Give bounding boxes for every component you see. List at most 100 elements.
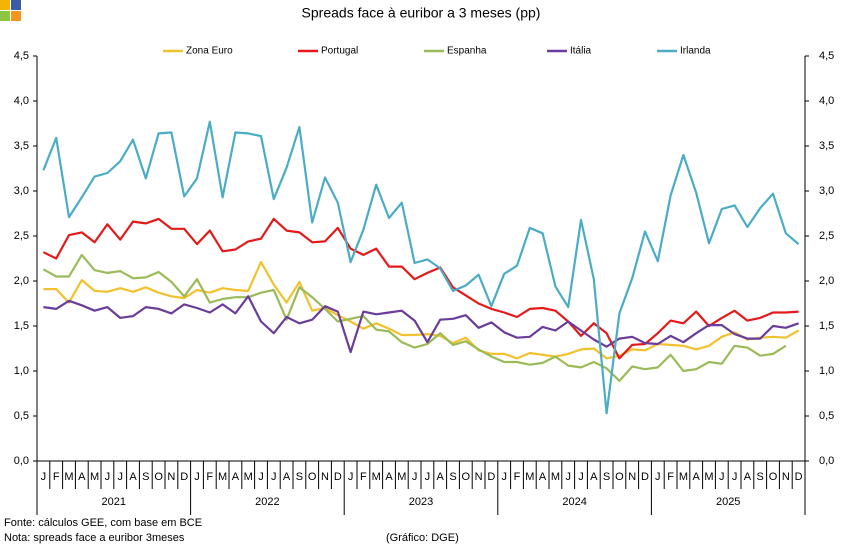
x-tick-label: J xyxy=(732,471,738,483)
y2-tick-label: 4,0 xyxy=(819,95,834,107)
year-label: 2025 xyxy=(716,496,740,508)
legend-label: Portugal xyxy=(321,46,358,57)
x-tick-label: A xyxy=(283,471,291,483)
x-tick-label: F xyxy=(206,471,213,483)
y2-tick-label: 4,5 xyxy=(819,50,834,62)
y-tick-label: 2,0 xyxy=(14,275,29,287)
x-tick-label: O xyxy=(769,471,778,483)
x-tick-label: M xyxy=(679,471,688,483)
x-tick-label: D xyxy=(334,471,342,483)
x-tick-label: F xyxy=(360,471,367,483)
x-tick-label: J xyxy=(412,471,418,483)
x-tick-label: M xyxy=(525,471,534,483)
x-tick-label: J xyxy=(41,471,47,483)
y-tick-label: 1,5 xyxy=(14,320,29,332)
x-tick-label: J xyxy=(105,471,111,483)
logo xyxy=(0,0,21,21)
x-tick-label: N xyxy=(321,471,329,483)
x-tick-label: M xyxy=(64,471,73,483)
legend-label: Zona Euro xyxy=(186,46,233,57)
y-tick-label: 0,0 xyxy=(14,455,29,467)
x-tick-label: D xyxy=(795,471,803,483)
legend-label: Irlanda xyxy=(680,46,711,57)
x-tick-label: F xyxy=(514,471,521,483)
x-tick-label: A xyxy=(232,471,240,483)
x-tick-label: O xyxy=(308,471,317,483)
x-tick-label: N xyxy=(167,471,175,483)
x-tick-label: S xyxy=(603,471,610,483)
x-tick-label: A xyxy=(744,471,752,483)
x-tick-label: M xyxy=(90,471,99,483)
x-tick-label: M xyxy=(372,471,381,483)
x-tick-label: J xyxy=(565,471,571,483)
x-tick-label: M xyxy=(397,471,406,483)
y2-tick-label: 3,5 xyxy=(819,140,834,152)
x-tick-label: M xyxy=(551,471,560,483)
year-label: 2024 xyxy=(562,496,586,508)
legend-label: Espanha xyxy=(447,46,487,57)
chart-title: Spreads face à euribor a 3 meses (pp) xyxy=(302,5,541,21)
x-tick-label: S xyxy=(142,471,149,483)
y-tick-label: 3,0 xyxy=(14,185,29,197)
year-label: 2021 xyxy=(102,496,126,508)
x-tick-label: J xyxy=(271,471,277,483)
series-line xyxy=(42,217,799,360)
x-tick-label: N xyxy=(782,471,790,483)
x-tick-label: F xyxy=(53,471,60,483)
x-tick-label: S xyxy=(449,471,456,483)
credit: (Gráfico: DGE) xyxy=(386,532,459,544)
x-tick-label: F xyxy=(667,471,674,483)
y2-tick-label: 1,5 xyxy=(819,320,834,332)
y-tick-label: 3,5 xyxy=(14,140,29,152)
x-tick-label: A xyxy=(129,471,137,483)
x-tick-label: D xyxy=(180,471,188,483)
year-label: 2023 xyxy=(409,496,433,508)
x-tick-label: J xyxy=(578,471,584,483)
x-tick-label: J xyxy=(348,471,354,483)
x-tick-label: J xyxy=(117,471,123,483)
x-tick-label: A xyxy=(78,471,86,483)
y-tick-label: 0,5 xyxy=(14,410,29,422)
x-tick-label: J xyxy=(194,471,200,483)
series-line xyxy=(43,295,799,354)
x-tick-label: J xyxy=(425,471,431,483)
y-tick-label: 2,5 xyxy=(14,230,29,242)
source: Fonte: cálculos GEE, com base em BCE xyxy=(4,517,202,529)
x-tick-label: J xyxy=(258,471,264,483)
x-tick-label: A xyxy=(693,471,701,483)
y-tick-label: 4,0 xyxy=(14,95,29,107)
x-tick-label: O xyxy=(154,471,163,483)
x-tick-label: N xyxy=(475,471,483,483)
x-tick-label: S xyxy=(757,471,764,483)
y2-tick-label: 2,5 xyxy=(819,230,834,242)
y2-tick-label: 3,0 xyxy=(819,185,834,197)
y-tick-label: 4,5 xyxy=(14,50,29,62)
x-tick-label: D xyxy=(641,471,649,483)
x-tick-label: J xyxy=(501,471,507,483)
legend-label: Itália xyxy=(570,46,592,57)
x-tick-label: O xyxy=(615,471,624,483)
x-tick-label: J xyxy=(655,471,661,483)
note: Nota: spreads face a euribor 3meses xyxy=(4,532,185,544)
y2-tick-label: 0,5 xyxy=(819,410,834,422)
series-line xyxy=(42,253,787,382)
x-tick-label: N xyxy=(628,471,636,483)
x-tick-label: A xyxy=(590,471,598,483)
x-tick-label: M xyxy=(244,471,253,483)
x-tick-label: A xyxy=(437,471,445,483)
y2-tick-label: 2,0 xyxy=(819,275,834,287)
year-label: 2022 xyxy=(255,496,279,508)
y2-tick-label: 0,0 xyxy=(819,455,834,467)
y-tick-label: 1,0 xyxy=(14,365,29,377)
series-line xyxy=(42,120,800,415)
x-tick-label: J xyxy=(719,471,725,483)
x-tick-label: A xyxy=(385,471,393,483)
x-tick-label: M xyxy=(704,471,713,483)
series-line xyxy=(43,261,800,360)
x-tick-label: D xyxy=(487,471,495,483)
x-tick-label: M xyxy=(218,471,227,483)
x-tick-label: A xyxy=(539,471,547,483)
x-tick-label: S xyxy=(296,471,303,483)
y2-tick-label: 1,0 xyxy=(819,365,834,377)
